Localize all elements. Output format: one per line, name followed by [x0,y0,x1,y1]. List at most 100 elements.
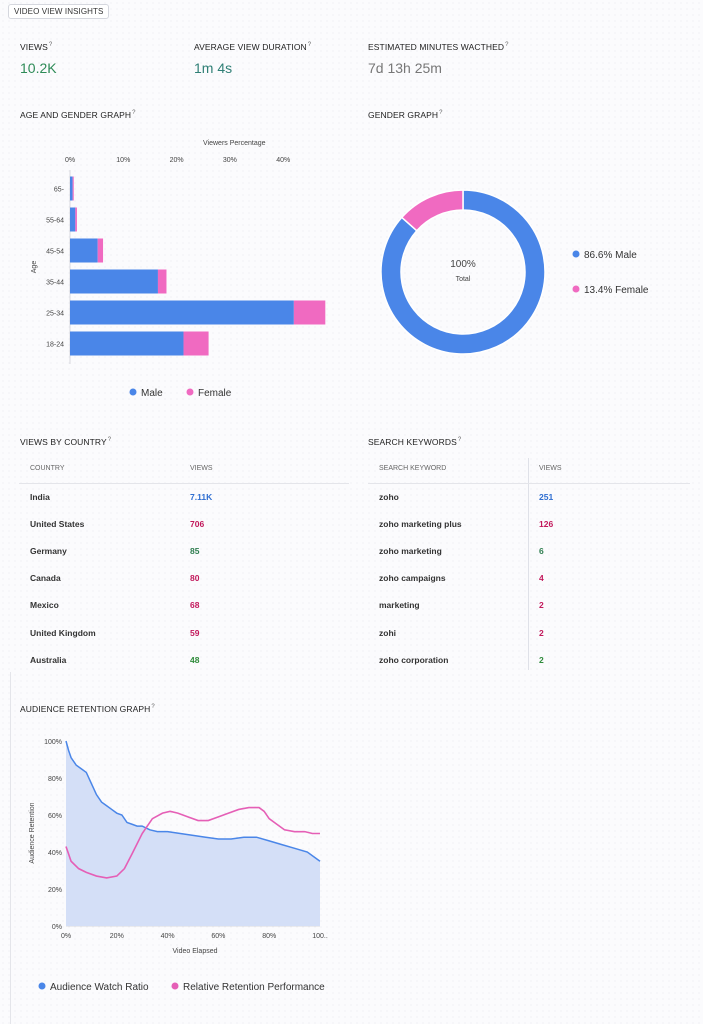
metric-average-view-duration: AVERAGE VIEW DURATION? 1m 4s [194,42,311,76]
table-row[interactable]: Mexico 68 [19,592,349,619]
audience-retention-title: AUDIENCE RETENTION GRAPH? [20,704,155,714]
help-icon[interactable]: ? [439,110,443,117]
country-views: 59 [190,627,200,638]
y-tick-label: 80% [48,776,62,783]
section-title-text: SEARCH KEYWORDS [368,437,457,447]
table-row[interactable]: Australia 48 [19,646,349,673]
table-row[interactable]: Canada 80 [19,565,349,592]
metric-value: 10.2K [20,60,57,76]
country-name: United States [30,518,85,529]
bar-female[interactable] [72,176,74,201]
column-header-views[interactable]: VIEWS [179,455,349,484]
keyword-views: 251 [539,491,554,502]
keyword-table: SEARCH KEYWORD VIEWS zoho 251 zoho marketi… [368,455,690,673]
table-row[interactable]: zohi 2 [368,619,690,646]
keyword-views: 2 [539,654,544,665]
help-icon[interactable]: ? [457,437,462,444]
y-tick-label: 35-44 [46,280,64,287]
table-header-row: SEARCH KEYWORD VIEWS [368,455,690,484]
metric-value: 1m 4s [194,60,233,76]
table-row[interactable]: India 7.11K [19,483,349,510]
age-gender-title: AGE AND GENDER GRAPH? [20,110,136,120]
legend-marker [38,982,46,990]
bar-female[interactable] [293,300,326,325]
section-title-text: AGE AND GENDER GRAPH [20,110,132,120]
x-tick-label: 60% [211,933,225,940]
keyword-name: zoho campaigns [379,573,446,584]
table-row[interactable]: United States 706 [19,510,349,537]
help-icon[interactable]: ? [151,704,155,711]
donut-slice-female[interactable] [400,189,464,232]
table-row[interactable]: zoho marketing 6 [368,537,690,564]
bar-male[interactable] [70,207,76,232]
table-row[interactable]: United Kingdom 59 [19,619,349,646]
age-gender-chart: Viewers Percentage 0% 10% 20% 30% 40% Age 65- 55… [31,140,326,399]
legend-label: 13.4% Female [584,285,649,296]
table-row[interactable]: zoho campaigns 4 [368,565,690,592]
table-row[interactable]: zoho marketing plus 126 [368,510,690,537]
metric-label: ESTIMATED MINUTES WACTHED [368,42,505,52]
views-by-country-title: VIEWS BY COUNTRY? [20,437,111,447]
bar-male[interactable] [70,269,158,294]
keyword-views: 2 [539,600,544,611]
donut-center-value: 100% [450,259,476,270]
x-tick-label: 10% [116,157,130,164]
section-title-text: AUDIENCE RETENTION GRAPH [20,704,151,714]
line-audience-watch-ratio[interactable] [65,740,321,862]
y-tick-label: 18-24 [46,342,64,349]
x-tick-label: 80% [262,933,276,940]
y-tick-label: 60% [48,813,62,820]
bar-female[interactable] [75,207,77,232]
help-icon[interactable]: ? [48,42,53,49]
legend-label: Male [141,388,163,399]
x-axis-title: Video Elapsed [172,948,217,955]
keyword-views: 4 [539,573,544,584]
gender-donut-chart: 100% Total 86.6% Male 13.4% Female [380,189,649,355]
bar-male[interactable] [70,300,294,325]
y-tick-label: 20% [48,887,62,894]
legend-marker [129,388,137,396]
x-tick-label: 30% [223,157,237,164]
metric-label: VIEWS [20,42,48,52]
metric-estimated-minutes-watched: ESTIMATED MINUTES WACTHED? 7d 13h 25m [368,42,509,76]
country-views: 80 [190,573,200,584]
x-axis-title: Viewers Percentage [203,140,266,147]
section-title-text: VIEWS BY COUNTRY [20,437,107,447]
metric-views: VIEWS? 10.2K [20,42,57,76]
country-views: 7.11K [190,491,213,502]
table-row[interactable]: zoho 251 [368,483,690,510]
metric-value: 7d 13h 25m [368,60,442,76]
search-keywords-title: SEARCH KEYWORDS? [368,437,461,447]
y-tick-label: 55-64 [46,218,64,225]
y-tick-label: 100% [44,739,62,746]
help-icon[interactable]: ? [107,437,112,444]
y-tick-label: 25-34 [46,311,64,318]
country-name: Mexico [30,600,59,611]
y-tick-label: 40% [48,850,62,857]
keyword-name: zoho marketing plus [379,518,462,529]
help-icon[interactable]: ? [505,42,509,49]
keyword-views: 126 [539,518,554,529]
column-header-country[interactable]: COUNTRY [19,455,179,484]
column-header-views[interactable]: VIEWS [528,455,690,484]
table-row[interactable]: marketing 2 [368,592,690,619]
bar-female[interactable] [97,238,104,263]
x-tick-label: 0% [65,157,75,164]
keyword-views: 6 [539,545,544,556]
line-relative-retention-performance[interactable] [65,806,320,879]
bar-male[interactable] [70,238,98,263]
keyword-name: zoho marketing [379,545,442,556]
help-icon[interactable]: ? [132,110,136,117]
country-name: United Kingdom [30,627,96,638]
help-icon[interactable]: ? [307,42,312,49]
bar-male[interactable] [70,331,184,356]
bar-male[interactable] [70,176,73,201]
bar-female[interactable] [183,331,209,356]
x-tick-label: 40% [161,933,175,940]
table-row[interactable]: Germany 85 [19,537,349,564]
column-header-search-keyword[interactable]: SEARCH KEYWORD [368,455,528,484]
table-row[interactable]: zoho corporation 2 [368,646,690,673]
bar-female[interactable] [157,269,167,294]
section-title-text: GENDER GRAPH [368,110,439,120]
donut-slice-male[interactable] [380,189,546,355]
